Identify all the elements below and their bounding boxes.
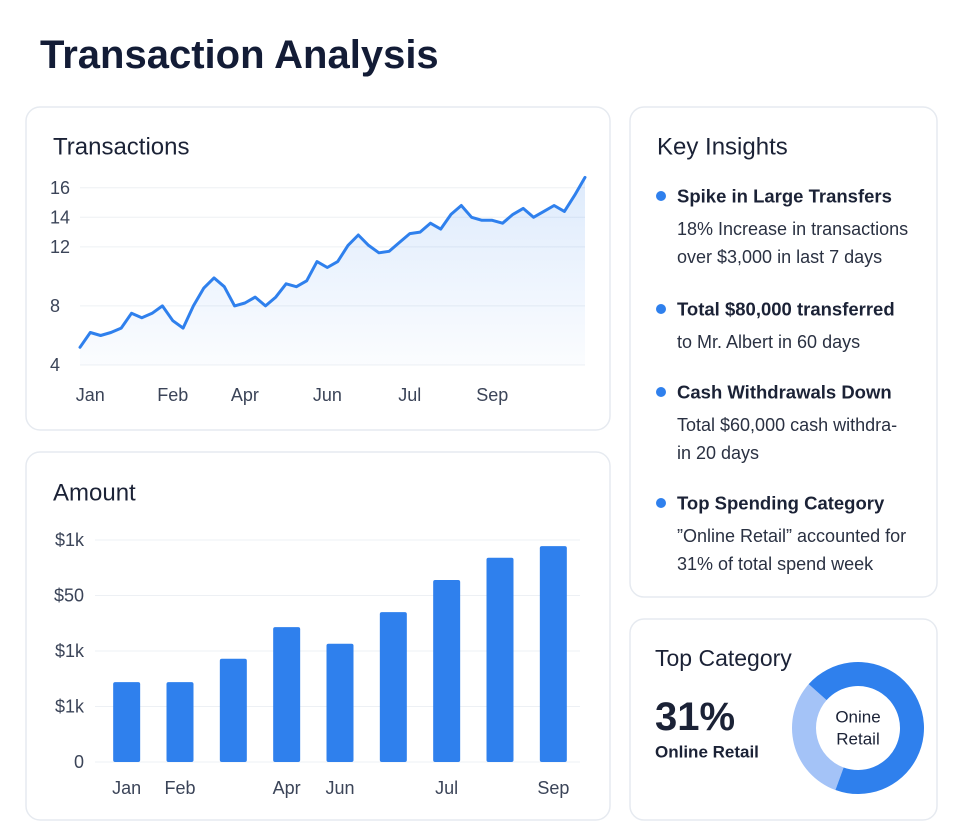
insight-text: ”Online Retail” accounted for	[677, 526, 906, 546]
card	[25, 451, 611, 821]
x-tick-label: Feb	[164, 778, 195, 798]
bar	[219, 658, 247, 762]
y-tick-label: $1k	[55, 697, 85, 717]
y-tick-label: $1k	[55, 530, 85, 550]
x-tick-label: Jun	[325, 778, 354, 798]
card	[629, 106, 938, 598]
x-tick-label: Jan	[76, 385, 105, 405]
y-tick-label: 16	[50, 178, 70, 198]
insights-title: Key Insights	[657, 134, 788, 161]
bullet	[656, 387, 666, 397]
bar	[326, 643, 354, 762]
bar	[273, 627, 301, 762]
bar	[113, 682, 141, 762]
bar	[166, 682, 194, 762]
x-tick-label: Jul	[435, 778, 458, 798]
x-tick-label: Apr	[273, 778, 301, 798]
donut-segment	[792, 684, 844, 791]
line-area	[80, 177, 585, 365]
chart-title: Top Category	[655, 645, 792, 671]
y-tick-label: 4	[50, 355, 60, 375]
bar	[433, 579, 461, 762]
x-tick-label: Feb	[157, 385, 188, 405]
insight-text: to Mr. Albert in 60 days	[677, 332, 860, 352]
chart-title: Amount	[53, 480, 136, 507]
bullet	[656, 304, 666, 314]
line	[78, 175, 587, 349]
insight-text: 18% Increase in transactions	[677, 219, 908, 239]
y-tick-label: $1k	[55, 641, 85, 661]
x-tick-label: Jul	[398, 385, 421, 405]
insight-title: Cash Withdrawals Down	[677, 382, 892, 403]
y-tick-label: 12	[50, 237, 70, 257]
insight-title: Spike in Large Transfers	[677, 186, 892, 207]
insight-text: Total $60,000 cash withdra-	[677, 415, 897, 435]
donut-center-label: Onine	[835, 708, 880, 727]
chart-title: Transactions	[53, 134, 190, 161]
page-title: Transaction Analysis	[40, 33, 439, 77]
y-tick-label: 0	[74, 752, 84, 772]
insight-title: Total $80,000 transferred	[677, 299, 895, 320]
x-tick-label: Jun	[313, 385, 342, 405]
bullet	[656, 191, 666, 201]
donut-segment	[808, 661, 924, 794]
donut-center-label: Retail	[836, 730, 879, 749]
x-tick-label: Apr	[231, 385, 259, 405]
big-value-label: 31%	[655, 695, 735, 739]
y-tick-label: 8	[50, 296, 60, 316]
insight-text: in 20 days	[677, 443, 759, 463]
insight-text: 31% of total spend week	[677, 554, 874, 574]
bar	[379, 612, 407, 762]
bullet	[656, 498, 666, 508]
insight-title: Top Spending Category	[677, 493, 885, 514]
x-tick-label: Sep	[476, 385, 508, 405]
category-label: Online Retail	[655, 743, 759, 762]
x-tick-label: Jan	[112, 778, 141, 798]
bar	[486, 557, 514, 762]
insight-text: over $3,000 in last 7 days	[677, 247, 882, 267]
y-tick-label: 14	[50, 207, 70, 227]
y-tick-label: $50	[54, 586, 84, 606]
bar	[539, 546, 567, 762]
x-tick-label: Sep	[537, 778, 569, 798]
